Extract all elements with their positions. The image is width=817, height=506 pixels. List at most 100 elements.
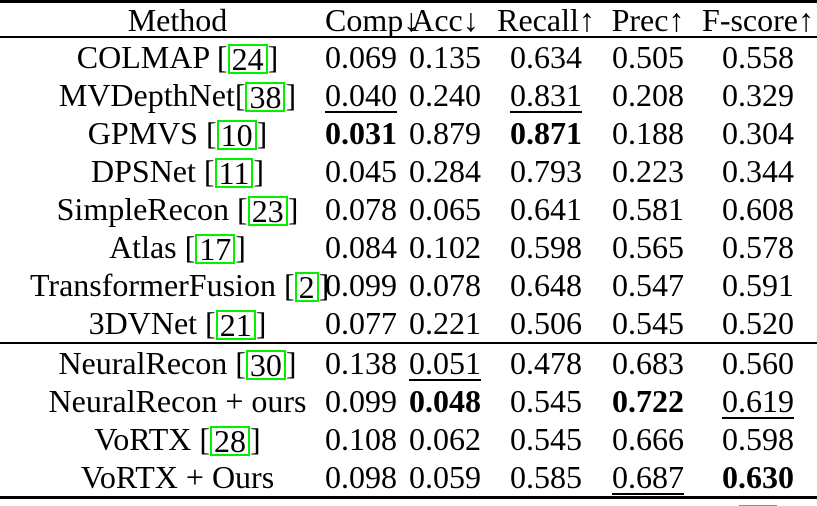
metric-value: 0.084 [325, 229, 397, 265]
header-row: Method Comp↓ Acc↓ Recall↑ Prec↑ F-score↑ [0, 1, 817, 38]
metric-value: 0.208 [612, 77, 684, 113]
table-row: NeuralRecon + ours 0.099 0.048 0.545 0.722 0.… [0, 382, 817, 420]
method-name: VoRTX [94, 421, 200, 457]
open-bracket: [ [729, 501, 739, 506]
method-cell: GPMVS [10] [0, 114, 325, 152]
caption-text: Table 4: 3D reconstruction results evalu… [0, 501, 729, 506]
method-name: SimpleRecon [56, 191, 238, 227]
metric-value: 0.879 [409, 115, 481, 151]
citation-link[interactable]: [2] [284, 267, 329, 303]
method-cell: 3DVNet [21] [0, 304, 325, 343]
metric-value: 0.581 [612, 191, 684, 227]
metric-value: 0.560 [699, 342, 817, 382]
table-row: GPMVS [10] 0.031 0.879 0.871 0.188 0.304 [0, 114, 817, 152]
metric-value: 0.102 [409, 229, 481, 265]
method-name: TransformerFusion [30, 267, 284, 303]
metric-value: 0.648 [510, 267, 582, 303]
metric-value: 0.048 [409, 383, 481, 419]
open-bracket: [ [234, 77, 246, 113]
metric-value: 0.045 [325, 153, 397, 189]
metric-value: 0.634 [510, 39, 582, 75]
close-bracket: ] [255, 305, 267, 341]
method-cell: NeuralRecon [30] [0, 342, 325, 382]
method-name: COLMAP [76, 39, 217, 75]
citation-number: 21 [215, 309, 256, 341]
method-name: VoRTX + Ours [80, 459, 275, 495]
metric-value: 0.062 [409, 421, 481, 457]
metric-value: 0.666 [612, 421, 684, 457]
method-cell: NeuralRecon + ours [0, 382, 325, 420]
metric-value: 0.520 [722, 305, 794, 341]
citation-link[interactable]: [38] [235, 77, 296, 113]
method-name: NeuralRecon + ours [48, 383, 307, 419]
column-header: Method [0, 1, 325, 38]
method-name: GPMVS [87, 115, 206, 151]
metric-value: 0.108 [325, 421, 397, 457]
metric-value: 0.040 [325, 77, 397, 113]
close-bracket: ] [318, 267, 330, 303]
citation-link[interactable]: [24] [217, 39, 278, 75]
citation-number: 10 [216, 119, 257, 151]
table-row: 3DVNet [21] 0.077 0.221 0.506 0.545 0.520 [0, 304, 817, 343]
citation-number: 11 [214, 157, 254, 189]
metric-value: 0.344 [722, 153, 794, 189]
metric-value: 0.565 [612, 229, 684, 265]
open-bracket: [ [205, 115, 217, 151]
metric-value: 0.630 [722, 459, 794, 495]
citation-link[interactable]: [17] [185, 229, 246, 265]
metric-value: 0.031 [325, 115, 397, 151]
metric-value: 0.598 [722, 421, 794, 457]
metric-value: 0.223 [612, 153, 684, 189]
citation-link[interactable]: [21] [205, 305, 266, 341]
open-bracket: [ [216, 39, 228, 75]
citation-link[interactable]: [23] [237, 191, 298, 227]
metric-value: 0.505 [612, 39, 684, 75]
metric-value: 0.077 [325, 305, 397, 341]
method-cell: COLMAP [24] [0, 37, 325, 76]
citation-link[interactable]: [10] [206, 115, 267, 151]
metric-value: 0.069 [325, 39, 397, 75]
citation-link[interactable]: [28] [199, 421, 260, 457]
method-name: 3DVNet [88, 305, 206, 341]
close-bracket: ] [777, 501, 787, 506]
citation-number: 24 [227, 43, 268, 75]
open-bracket: [ [205, 305, 216, 341]
close-bracket: ] [250, 421, 261, 457]
table-row: VoRTX + Ours 0.098 0.059 0.585 0.687 0.630 [0, 458, 817, 498]
column-header: Prec↑ [597, 1, 699, 38]
open-bracket: [ [184, 229, 196, 265]
citation-link[interactable]: [30] [235, 345, 296, 381]
open-bracket: [ [199, 421, 211, 457]
metric-value: 0.059 [409, 459, 481, 495]
metric-value: 0.687 [612, 459, 684, 495]
table-row: MVDepthNet[38] 0.040 0.240 0.831 0.208 0.329 [0, 76, 817, 114]
metric-value: 0.547 [612, 267, 684, 303]
citation-link[interactable]: [11] [204, 153, 264, 189]
close-bracket: ] [253, 153, 265, 189]
metric-value: 0.138 [325, 342, 397, 382]
metric-value: 0.545 [510, 383, 582, 419]
metric-value: 0.099 [325, 383, 397, 419]
method-name: DPSNet [90, 153, 204, 189]
citation-number: 28 [210, 425, 251, 457]
metric-value: 0.871 [510, 115, 582, 151]
method-cell: DPSNet [11] [0, 152, 325, 190]
metric-value: 0.793 [510, 153, 582, 189]
metric-value: 0.329 [722, 77, 794, 113]
metric-value: 0.098 [325, 459, 397, 495]
open-bracket: [ [283, 267, 295, 303]
table-row: NeuralRecon [30] 0.138 0.051 0.478 0.683 0.56… [0, 342, 817, 382]
citation-number: 17 [195, 233, 236, 265]
column-header: Acc↓ [395, 1, 495, 38]
metric-value: 0.598 [510, 229, 582, 265]
close-bracket: ] [256, 115, 268, 151]
method-name: NeuralRecon [58, 345, 236, 381]
metric-value: 0.619 [722, 383, 794, 419]
metric-value: 0.221 [409, 305, 481, 341]
citation-number: 38 [245, 81, 286, 113]
metric-value: 0.545 [612, 305, 684, 341]
caption-citation-link[interactable]: [17] [729, 501, 787, 506]
method-cell: Atlas [17] [0, 228, 325, 266]
metric-value: 0.304 [722, 115, 794, 151]
